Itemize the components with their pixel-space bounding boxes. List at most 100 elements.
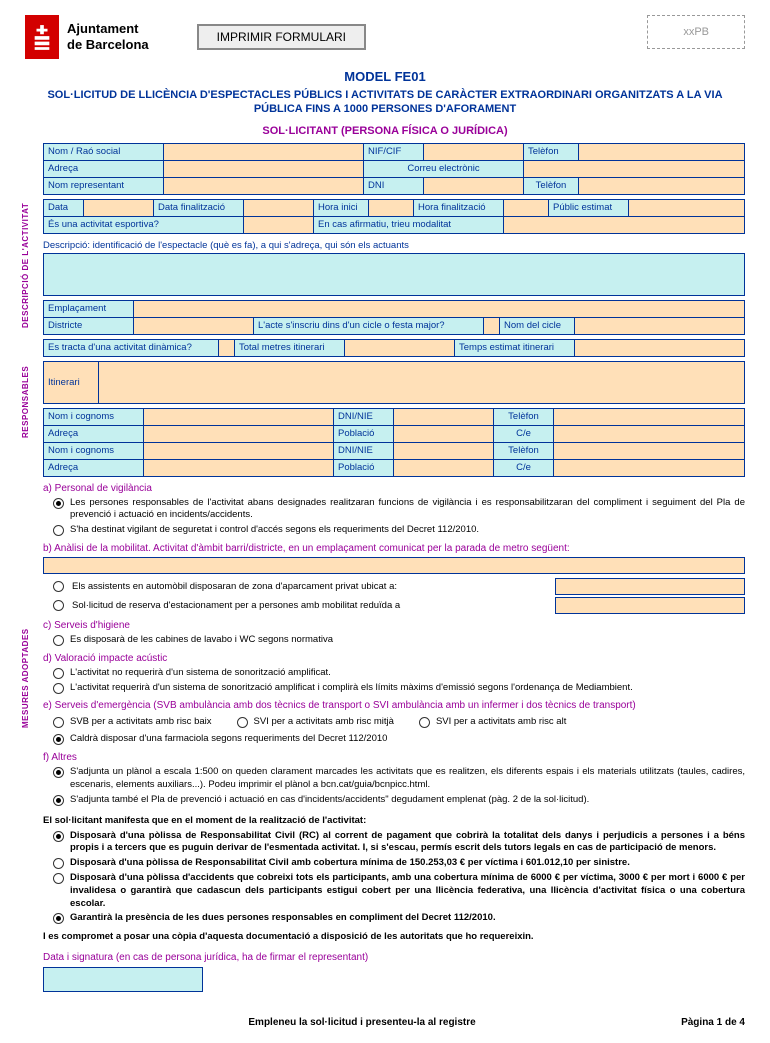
- lbl-nom: Nom / Raó social: [44, 143, 164, 160]
- radio-g4[interactable]: Garantirà la presència de les dues perso…: [53, 912, 745, 925]
- signature-box[interactable]: [43, 967, 203, 992]
- lbl-datafi: Data finalització: [154, 199, 244, 216]
- lbl-r1-nom: Nom i cognoms: [44, 408, 144, 425]
- chk-esport[interactable]: [244, 216, 314, 233]
- inp-datafi[interactable]: [244, 199, 314, 216]
- desc-header: Descripció: identificació de l'espectacl…: [43, 240, 745, 251]
- lbl-nomcicle: Nom del cicle: [500, 317, 575, 334]
- inp-r2-pob[interactable]: [394, 459, 494, 476]
- lbl-rep: Nom representant: [44, 177, 164, 194]
- lbl-r1-tel: Telèfon: [494, 408, 554, 425]
- radio-e1[interactable]: SVB per a activitats amb risc baix: [53, 716, 212, 729]
- applicant-heading: SOL·LICITANT (PERSONA FÍSICA O JURÍDICA): [25, 125, 745, 137]
- inp-r1-ce[interactable]: [554, 425, 745, 442]
- inp-r2-ce[interactable]: [554, 459, 745, 476]
- inp-nif[interactable]: [424, 143, 524, 160]
- inp-desc[interactable]: [44, 253, 745, 295]
- lbl-r2-tel: Telèfon: [494, 442, 554, 459]
- lbl-districte: Districte: [44, 317, 134, 334]
- radio-f1[interactable]: S'adjunta un plànol a escala 1:500 on qu…: [53, 766, 745, 792]
- radio-g3[interactable]: Disposarà d'una pòlissa d'accidents que …: [53, 872, 745, 910]
- inp-r1-adr[interactable]: [144, 425, 334, 442]
- inp-tel[interactable]: [579, 143, 745, 160]
- applicant-table: Nom / Raó social NIF/CIF Telèfon Adreça …: [43, 143, 745, 195]
- desc-table: [43, 253, 745, 296]
- lbl-public: Públic estimat: [549, 199, 629, 216]
- radio-e4[interactable]: Caldrà disposar d'una farmaciola segons …: [53, 733, 745, 746]
- radio-e3[interactable]: SVI per a activitats amb risc alt: [419, 716, 566, 729]
- page-header: Ajuntament de Barcelona IMPRIMIR FORMULA…: [25, 15, 745, 59]
- print-button[interactable]: IMPRIMIR FORMULARI: [197, 24, 366, 50]
- lbl-r2-dni: DNI/NIE: [334, 442, 394, 459]
- radio-c1[interactable]: Es disposarà de les cabines de lavabo i …: [53, 634, 745, 647]
- lbl-horai: Hora inici: [314, 199, 369, 216]
- lbl-r1-dni: DNI/NIE: [334, 408, 394, 425]
- signature-label: Data i signatura (en cas de persona jurí…: [43, 952, 745, 963]
- inp-r1-nom[interactable]: [144, 408, 334, 425]
- inp-adreca[interactable]: [164, 160, 364, 177]
- section-a: a) Personal de vigilància: [43, 483, 745, 494]
- inp-b1[interactable]: [555, 578, 745, 595]
- side-label-mesures: MESURES ADOPTADES: [21, 628, 30, 728]
- inp-tel2[interactable]: [579, 177, 745, 194]
- location-table: Emplaçament Districte L'acte s'inscriu d…: [43, 300, 745, 335]
- lbl-cicle: L'acte s'inscriu dins d'un cicle o festa…: [254, 317, 484, 334]
- side-label-descripcio: DESCRIPCIÓ DE L'ACTIVITAT: [21, 202, 30, 327]
- side-label-responsables: RESPONSABLES: [21, 365, 30, 437]
- declaration-title: El sol·licitant manifesta que en el mome…: [43, 815, 745, 826]
- inp-modal[interactable]: [504, 216, 745, 233]
- radio-d1[interactable]: L'activitat no requerirà d'un sistema de…: [53, 667, 745, 680]
- dinamica-table: Es tracta d'una activitat dinàmica? Tota…: [43, 339, 745, 357]
- footer-instruction: Empleneu la sol·licitud i presenteu-la a…: [43, 1017, 681, 1028]
- page-number: Pàgina 1 de 4: [681, 1017, 745, 1028]
- lbl-dni: DNI: [364, 177, 424, 194]
- radio-b2[interactable]: Sol·licitud de reserva d'estacionament p…: [53, 597, 745, 614]
- form-code-box: xxPB: [647, 15, 745, 49]
- inp-dni[interactable]: [424, 177, 524, 194]
- radio-a1[interactable]: Les persones responsables de l'activitat…: [53, 497, 745, 523]
- inp-r1-pob[interactable]: [394, 425, 494, 442]
- inp-r2-dni[interactable]: [394, 442, 494, 459]
- org-line2: de Barcelona: [67, 37, 149, 53]
- inp-r1-tel[interactable]: [554, 408, 745, 425]
- inp-r2-adr[interactable]: [144, 459, 334, 476]
- inp-districte[interactable]: [134, 317, 254, 334]
- inp-horai[interactable]: [369, 199, 414, 216]
- inp-r1-dni[interactable]: [394, 408, 494, 425]
- model-title: MODEL FE01: [25, 69, 745, 84]
- inp-data[interactable]: [84, 199, 154, 216]
- chk-dinamica[interactable]: [219, 339, 235, 356]
- lbl-tel: Telèfon: [524, 143, 579, 160]
- lbl-r1-pob: Població: [334, 425, 394, 442]
- chk-cicle[interactable]: [484, 317, 500, 334]
- inp-horaf[interactable]: [504, 199, 549, 216]
- inp-metres[interactable]: [345, 339, 455, 356]
- radio-e2[interactable]: SVI per a activitats amb risc mitjà: [237, 716, 394, 729]
- section-f: f) Altres: [43, 752, 745, 763]
- inp-temps[interactable]: [575, 339, 745, 356]
- lbl-r2-nom: Nom i cognoms: [44, 442, 144, 459]
- section-e: e) Serveis d'emergència (SVB ambulància …: [43, 700, 745, 711]
- inp-metro[interactable]: [43, 557, 745, 574]
- radio-g2[interactable]: Disposarà d'una pòlissa de Responsabilit…: [53, 857, 745, 870]
- org-line1: Ajuntament: [67, 21, 149, 37]
- radio-g1[interactable]: Disposarà d'una pòlissa de Responsabilit…: [53, 830, 745, 856]
- inp-r2-nom[interactable]: [144, 442, 334, 459]
- radio-d2[interactable]: L'activitat requerirà d'un sistema de so…: [53, 682, 745, 695]
- lbl-modal: En cas afirmatiu, trieu modalitat: [314, 216, 504, 233]
- inp-itinerari[interactable]: [99, 361, 745, 403]
- inp-b2[interactable]: [555, 597, 745, 614]
- inp-nomcicle[interactable]: [575, 317, 745, 334]
- inp-public[interactable]: [629, 199, 745, 216]
- inp-r2-tel[interactable]: [554, 442, 745, 459]
- inp-emplac[interactable]: [134, 300, 745, 317]
- radio-f2[interactable]: S'adjunta també el Pla de prevenció i ac…: [53, 794, 745, 807]
- lbl-tel2: Telèfon: [524, 177, 579, 194]
- lbl-r2-adr: Adreça: [44, 459, 144, 476]
- logo-shield-icon: [25, 15, 59, 59]
- inp-rep[interactable]: [164, 177, 364, 194]
- inp-correu[interactable]: [524, 160, 745, 177]
- radio-a2[interactable]: S'ha destinat vigilant de seguretat i co…: [53, 524, 745, 537]
- radio-b1[interactable]: Els assistents en automòbil disposaran d…: [53, 578, 745, 595]
- inp-nom[interactable]: [164, 143, 364, 160]
